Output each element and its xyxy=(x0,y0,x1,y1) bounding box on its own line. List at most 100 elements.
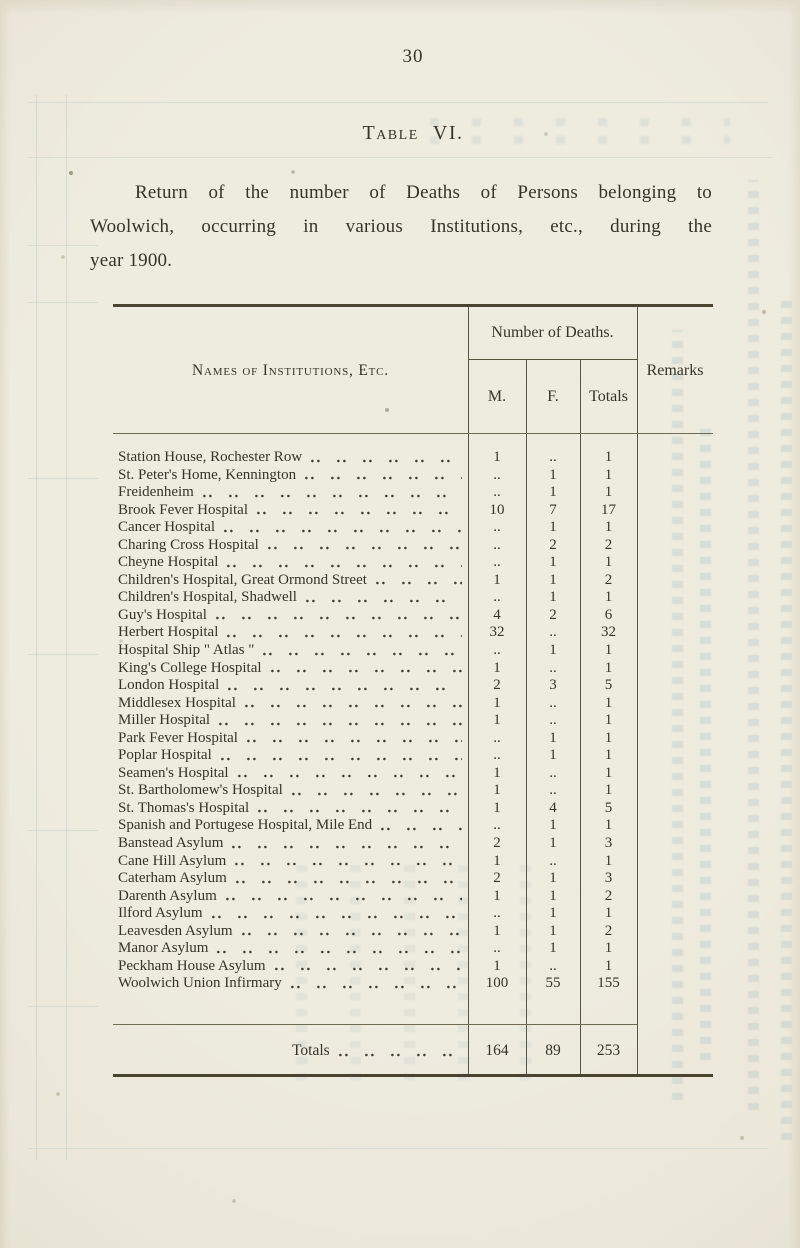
remarks-cell xyxy=(637,449,713,467)
dot-leader xyxy=(228,686,462,691)
intro-line-3: year 1900. xyxy=(90,250,173,271)
rule-above-totals xyxy=(113,1024,637,1025)
dot-leader xyxy=(235,862,462,867)
total-deaths-cell: 5 xyxy=(604,799,613,816)
male-deaths-cell: .. xyxy=(493,466,501,483)
table-row: Darenth Asylum 1 1 2 xyxy=(113,888,713,906)
total-deaths-cell: 1 xyxy=(604,466,613,483)
remarks-cell xyxy=(637,660,713,678)
male-deaths-cell: .. xyxy=(493,940,501,957)
female-deaths-cell: 2 xyxy=(549,536,557,553)
table-row: Manor Asylum .. 1 1 xyxy=(113,940,713,958)
col-header-names: Names of Institutions, Etc. xyxy=(192,361,389,379)
male-deaths-cell: .. xyxy=(493,729,501,746)
institution-name: Freidenheim xyxy=(118,484,194,501)
table-row: Poplar Hospital .. 1 1 xyxy=(113,747,713,765)
dot-leader xyxy=(237,774,462,779)
total-deaths-cell: 2 xyxy=(604,922,613,939)
rule-names-m xyxy=(468,307,469,1074)
remarks-cell xyxy=(637,747,713,765)
female-deaths-cell: 4 xyxy=(549,799,557,816)
institution-name: Darenth Asylum xyxy=(118,887,217,904)
table-row: Middlesex Hospital 1 .. 1 xyxy=(113,695,713,713)
remarks-cell xyxy=(637,975,713,993)
dot-leader xyxy=(305,598,462,603)
remarks-cell xyxy=(637,958,713,976)
dot-leader xyxy=(225,897,462,902)
deaths-by-institution-table: Names of Institutions, Etc. Number of De… xyxy=(113,304,713,1077)
dot-leader xyxy=(263,651,462,656)
female-deaths-cell: .. xyxy=(549,957,557,974)
dot-leader xyxy=(211,914,462,919)
total-deaths-cell: 2 xyxy=(604,887,613,904)
total-deaths-cell: 1 xyxy=(604,852,613,869)
institution-name: Cane Hill Asylum xyxy=(118,852,227,869)
male-deaths-cell: 1 xyxy=(493,887,501,904)
table-row: Cancer Hospital .. 1 1 xyxy=(113,519,713,537)
dot-leader xyxy=(241,932,462,937)
institution-name: St. Peter's Home, Kennington xyxy=(118,466,297,483)
institution-name: Herbert Hospital xyxy=(118,624,219,641)
male-deaths-cell: 1 xyxy=(493,922,501,939)
totals-female: 89 xyxy=(545,1042,561,1059)
female-deaths-cell: 2 xyxy=(549,606,557,623)
dot-leader xyxy=(220,756,462,761)
remarks-cell xyxy=(637,677,713,695)
remarks-cell xyxy=(637,589,713,607)
total-deaths-cell: 1 xyxy=(604,747,613,764)
male-deaths-cell: 1 xyxy=(493,659,501,676)
institution-name: Cheyne Hospital xyxy=(118,554,219,571)
female-deaths-cell: 1 xyxy=(549,747,557,764)
dot-leader xyxy=(256,511,462,516)
table-row: Charing Cross Hospital .. 2 2 xyxy=(113,537,713,555)
intro-paragraph: Return of the number of Deaths of Person… xyxy=(90,176,712,278)
dot-leader xyxy=(381,827,462,832)
total-deaths-cell: 1 xyxy=(604,659,613,676)
male-deaths-cell: 1 xyxy=(493,957,501,974)
table-row: Children's Hospital, Great Ormond Street… xyxy=(113,572,713,590)
female-deaths-cell: 1 xyxy=(549,817,557,834)
remarks-cell xyxy=(637,782,713,800)
female-deaths-cell: 1 xyxy=(549,870,557,887)
dot-leader xyxy=(244,704,462,709)
totals-label: Totals xyxy=(292,1042,330,1059)
total-deaths-cell: 1 xyxy=(604,905,613,922)
dot-leader xyxy=(267,546,462,551)
table-row: Seamen's Hospital 1 .. 1 xyxy=(113,765,713,783)
dot-leader xyxy=(311,458,462,463)
female-deaths-cell: 1 xyxy=(549,835,557,852)
table-row: Ilford Asylum .. 1 1 xyxy=(113,905,713,923)
table-row: Banstead Asylum 2 1 3 xyxy=(113,835,713,853)
remarks-cell xyxy=(637,519,713,537)
col-header-remarks: Remarks xyxy=(646,361,704,379)
female-deaths-cell: 1 xyxy=(549,554,557,571)
institution-name: London Hospital xyxy=(118,677,220,694)
female-deaths-cell: 1 xyxy=(549,940,557,957)
institution-name: Ilford Asylum xyxy=(118,905,203,922)
table-row: Woolwich Union Infirmary 100 55 155 xyxy=(113,975,713,993)
table-row: Guy's Hospital 4 2 6 xyxy=(113,607,713,625)
female-deaths-cell: .. xyxy=(549,659,557,676)
female-deaths-cell: 1 xyxy=(549,729,557,746)
male-deaths-cell: 1 xyxy=(493,852,501,869)
remarks-cell xyxy=(637,835,713,853)
male-deaths-cell: .. xyxy=(493,905,501,922)
male-deaths-cell: .. xyxy=(493,536,501,553)
dot-leader xyxy=(219,721,462,726)
dot-leader xyxy=(270,669,462,674)
male-deaths-cell: .. xyxy=(493,747,501,764)
total-deaths-cell: 2 xyxy=(604,536,613,553)
female-deaths-cell: .. xyxy=(549,694,557,711)
female-deaths-cell: .. xyxy=(549,782,557,799)
table-row: King's College Hospital 1 .. 1 xyxy=(113,660,713,678)
institution-name: Brook Fever Hospital xyxy=(118,501,248,518)
female-deaths-cell: .. xyxy=(549,449,557,465)
institution-name: Middlesex Hospital xyxy=(118,694,236,711)
total-deaths-cell: 1 xyxy=(604,782,613,799)
total-deaths-cell: 1 xyxy=(604,764,613,781)
table-body: Station House, Rochester Row 1 .. 1 St. … xyxy=(113,435,713,993)
female-deaths-cell: .. xyxy=(549,764,557,781)
dot-leader xyxy=(291,791,462,796)
remarks-cell xyxy=(637,940,713,958)
